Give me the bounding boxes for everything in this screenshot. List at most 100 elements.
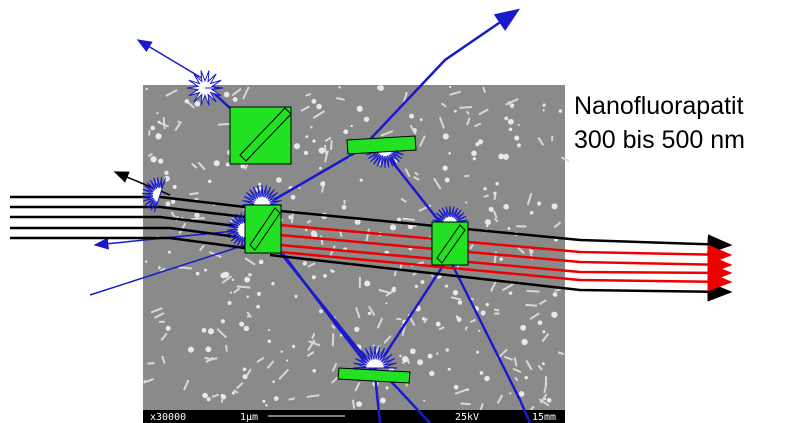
particle [233,97,238,102]
particle [486,225,488,227]
particle [168,251,171,254]
particle [553,292,558,297]
particle [410,348,416,354]
particle [542,362,545,365]
particle [542,330,545,333]
particle [465,201,467,203]
particle [226,162,230,166]
particle [202,328,207,333]
particle [304,151,308,155]
rod [527,291,540,292]
rod [164,117,165,129]
rod [396,319,401,320]
particle [454,110,457,113]
particle [448,368,451,371]
particle [202,393,208,399]
particle [551,312,557,318]
particle [386,386,389,389]
rod [331,140,332,150]
rod [149,130,150,136]
particle [208,180,212,184]
particle [319,167,322,170]
particle [256,305,260,309]
particle [378,85,384,91]
particle [509,392,511,394]
particle [471,151,477,157]
particle [305,135,308,138]
rod [525,305,537,306]
particle [456,315,459,318]
rod [353,400,354,409]
particle [360,179,363,182]
particle [475,142,479,146]
particle [178,121,180,123]
particle [449,86,451,88]
rod [395,271,396,276]
particle [417,359,423,365]
particle [232,279,234,281]
particle [521,339,527,345]
particle [155,133,161,139]
label-line2: 300 bis 500 nm [574,124,745,156]
diagram-graphic: x30000 1µm 25kV 15mm [0,0,793,423]
particle [423,400,425,402]
rod [194,199,198,200]
particle [458,300,462,304]
particle [276,177,282,183]
distance: 15mm [532,412,556,423]
particle [454,385,459,390]
particle [221,394,225,398]
particle [339,86,341,88]
particle [483,187,486,190]
particle [265,404,267,406]
particle [173,185,177,189]
particle [294,143,300,149]
particle [484,376,489,381]
particle [473,157,476,160]
particle [380,398,386,404]
particle [272,380,275,383]
particle [368,312,371,315]
particle [316,104,322,110]
rod [147,363,154,364]
particle [524,376,527,379]
particle [150,126,155,131]
rod [494,310,499,311]
particle [446,348,449,351]
particle [442,165,447,170]
particle [319,309,323,313]
particle [146,88,148,90]
particle [291,195,296,200]
particle [311,99,316,104]
particle [509,291,513,295]
particle [436,353,438,355]
particle [195,101,201,107]
particle [504,117,508,121]
particle [221,319,225,323]
particle [509,128,513,132]
particle [354,327,359,332]
particle [150,156,156,162]
particle [493,192,496,195]
particle [312,369,316,373]
particle [342,205,347,210]
rod [179,268,192,269]
particle [402,356,408,362]
particle [166,326,171,331]
particle [286,360,288,362]
micrograph-info-bar [143,410,565,423]
particle [214,160,220,166]
particle [385,302,387,304]
particle [428,354,433,359]
particle [244,277,250,283]
rod [402,219,414,220]
rod [218,124,230,125]
particle [292,345,295,348]
particle [271,282,274,285]
rod [191,218,205,219]
particle [356,401,362,407]
particle [453,290,458,295]
particle [364,280,370,286]
particle [323,274,327,278]
particle [476,351,479,354]
